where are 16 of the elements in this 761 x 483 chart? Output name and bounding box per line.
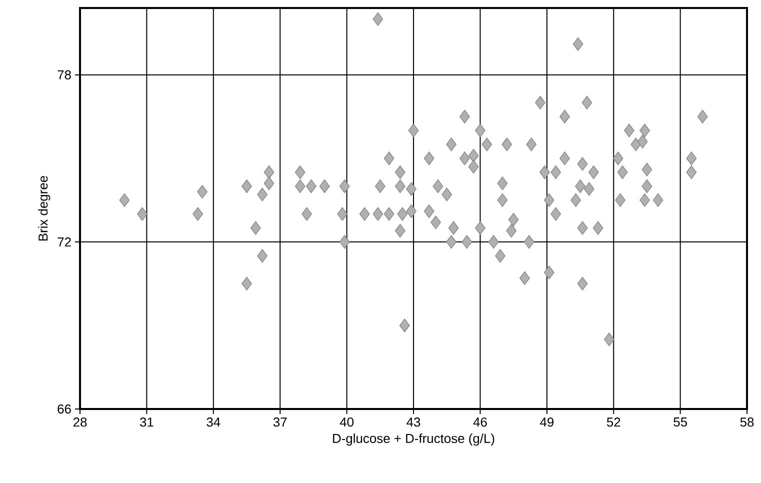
x-tick-label: 37 — [273, 418, 287, 427]
y-tick-label: 66 — [58, 404, 71, 414]
x-tick-label: 34 — [206, 418, 220, 427]
y-tick-label: 72 — [58, 237, 71, 246]
x-tick-label: 49 — [540, 418, 554, 427]
x-tick-label: 52 — [606, 418, 620, 427]
y-axis-title: Brix degree — [38, 176, 50, 241]
x-tick-label: 46 — [473, 418, 487, 427]
y-tick-label: 78 — [58, 70, 71, 80]
x-tick-label: 40 — [340, 418, 354, 427]
x-axis-title: D-glucose + D-fructose (g/L) — [333, 434, 494, 446]
x-tick-label: 58 — [740, 418, 754, 427]
x-tick-label: 43 — [406, 418, 420, 427]
x-tick-label: 31 — [140, 418, 154, 427]
x-tick-label: 55 — [674, 418, 687, 427]
x-tick-label: 28 — [73, 418, 87, 427]
